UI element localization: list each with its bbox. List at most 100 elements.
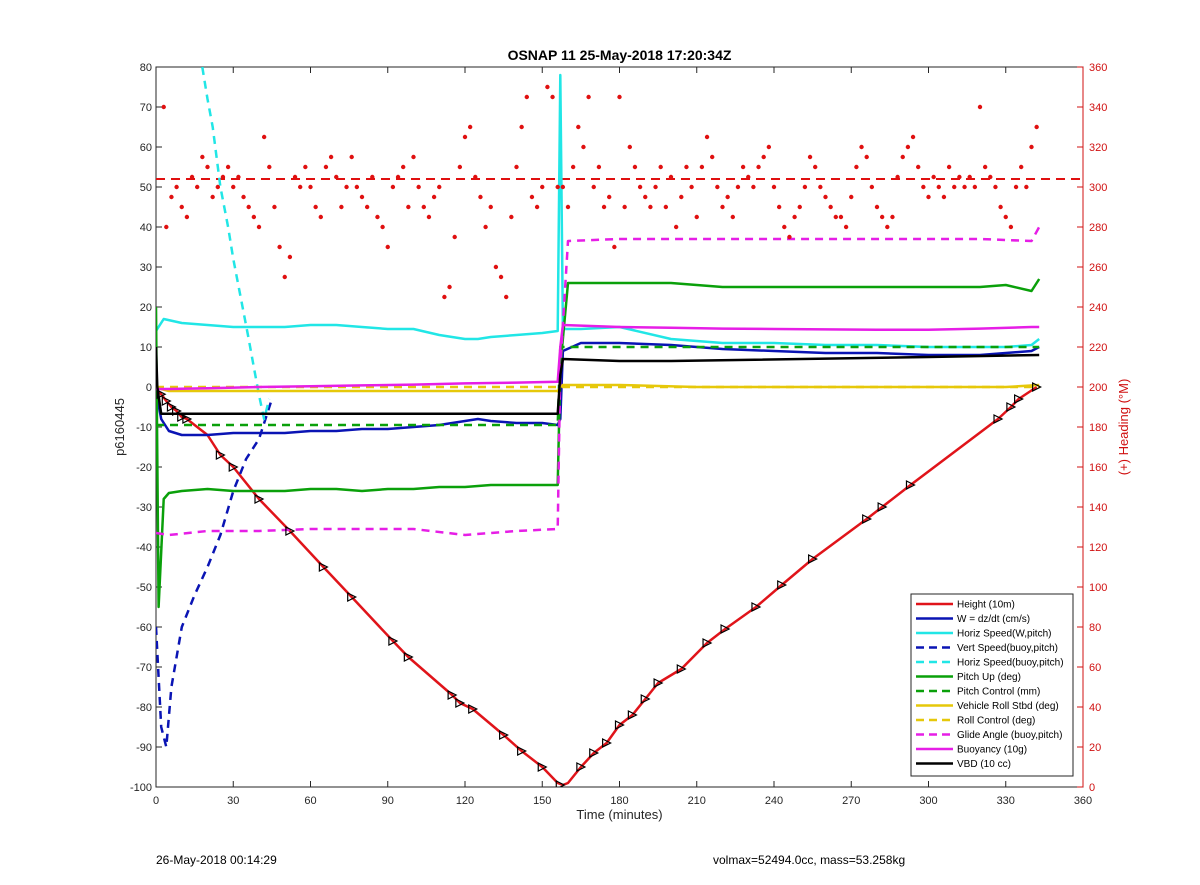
heading-point <box>689 184 694 190</box>
y-tick-label: 40 <box>140 222 152 234</box>
footer-vehicle-info: volmax=52494.0cc, mass=53.258kg <box>713 853 906 867</box>
height-marker <box>455 698 466 708</box>
legend: Height (10m) W = dz/dt (cm/s) Horiz Speed(… <box>910 593 1074 777</box>
heading-point <box>653 184 658 190</box>
heading-point <box>359 194 365 200</box>
heading-point <box>565 204 571 210</box>
heading-point <box>576 124 581 130</box>
heading-point <box>550 94 555 100</box>
legend-box <box>910 593 1074 777</box>
heading-point <box>720 204 725 210</box>
y2-tick-label: 360 <box>1089 62 1107 74</box>
series-line-10 <box>156 323 1040 391</box>
heading-point <box>668 174 674 180</box>
heading-point <box>421 204 426 210</box>
height-marker <box>403 652 414 662</box>
heading-point <box>411 154 416 160</box>
heading-point <box>756 164 761 170</box>
heading-point <box>843 224 849 230</box>
height-marker <box>614 720 625 730</box>
heading-point <box>699 164 705 170</box>
heading-point <box>395 174 401 180</box>
y-tick-label: 50 <box>140 182 152 194</box>
y2-tick-label: 320 <box>1089 142 1107 154</box>
heading-point <box>828 204 833 210</box>
x-tick-label: 270 <box>842 795 860 807</box>
heading-point <box>483 224 488 230</box>
heading-point <box>519 124 524 130</box>
heading-point <box>339 204 344 210</box>
x-tick-label: 90 <box>382 795 394 807</box>
heading-point <box>627 144 632 150</box>
heading-point <box>601 204 607 210</box>
heading-point <box>905 144 911 150</box>
heading-point <box>607 194 612 200</box>
heading-point <box>534 204 540 210</box>
heading-point <box>833 214 838 220</box>
heading-point <box>921 184 926 190</box>
y-tick-label: 80 <box>140 62 152 74</box>
y2-tick-label: 200 <box>1089 382 1107 394</box>
heading-point <box>622 204 627 210</box>
heading-point <box>545 84 550 90</box>
y-tick-label: -100 <box>130 782 152 794</box>
heading-point <box>890 214 895 220</box>
heading-point <box>241 194 246 200</box>
series-line-2 <box>156 73 1040 349</box>
heading-point <box>885 224 890 230</box>
heading-point <box>323 164 329 170</box>
heading-point <box>406 204 411 210</box>
y-tick-label: -80 <box>136 702 152 714</box>
height-marker <box>720 624 731 634</box>
heading-point <box>1019 164 1024 170</box>
height-marker <box>318 562 329 572</box>
y2-tick-label: 40 <box>1089 702 1101 714</box>
heading-point <box>766 144 772 150</box>
heading-point <box>982 164 988 170</box>
chart-title: OSNAP 11 25-May-2018 17:20:34Z <box>508 47 732 63</box>
heading-point <box>272 204 277 210</box>
heading-point <box>292 174 298 180</box>
heading-point <box>473 174 478 180</box>
heading-point <box>385 244 390 250</box>
x-tick-label: 210 <box>688 795 706 807</box>
height-marker <box>499 730 509 740</box>
heading-point <box>694 214 699 220</box>
legend-label: Height (10m) <box>957 600 1015 611</box>
x-tick-label: 60 <box>304 795 316 807</box>
heading-point <box>813 164 818 170</box>
x-tick-label: 300 <box>919 795 937 807</box>
heading-point <box>246 204 251 210</box>
legend-label: Roll Control (deg) <box>957 716 1035 727</box>
heading-point <box>926 194 931 200</box>
x-axis-label: Time (minutes) <box>576 807 662 822</box>
heading-point <box>787 234 792 240</box>
x-tick-label: 180 <box>610 795 628 807</box>
series-line-0 <box>156 385 1038 787</box>
heading-point <box>957 174 962 180</box>
height-marker <box>589 748 600 758</box>
height-marker <box>1006 402 1017 412</box>
heading-point <box>261 134 267 140</box>
heading-point <box>256 224 262 230</box>
heading-point <box>467 124 473 130</box>
series-line-4 <box>201 67 271 421</box>
heading-point <box>637 184 643 190</box>
heading-point <box>200 154 205 160</box>
heading-point <box>308 184 313 190</box>
heading-point <box>498 274 504 280</box>
height-marker <box>653 678 664 688</box>
heading-point <box>916 164 921 170</box>
heading-point <box>231 184 236 190</box>
heading-point <box>648 204 653 210</box>
plot-area <box>156 67 1083 787</box>
heading-point <box>184 214 190 220</box>
heading-point <box>277 244 282 250</box>
heading-point <box>225 164 231 170</box>
heading-point <box>328 154 334 160</box>
height-marker <box>161 396 172 406</box>
legend-label: Vehicle Roll Stbd (deg) <box>957 701 1059 712</box>
footer-timestamp: 26-May-2018 00:14:29 <box>156 853 277 867</box>
heading-point <box>390 184 396 190</box>
heading-point <box>735 184 741 190</box>
